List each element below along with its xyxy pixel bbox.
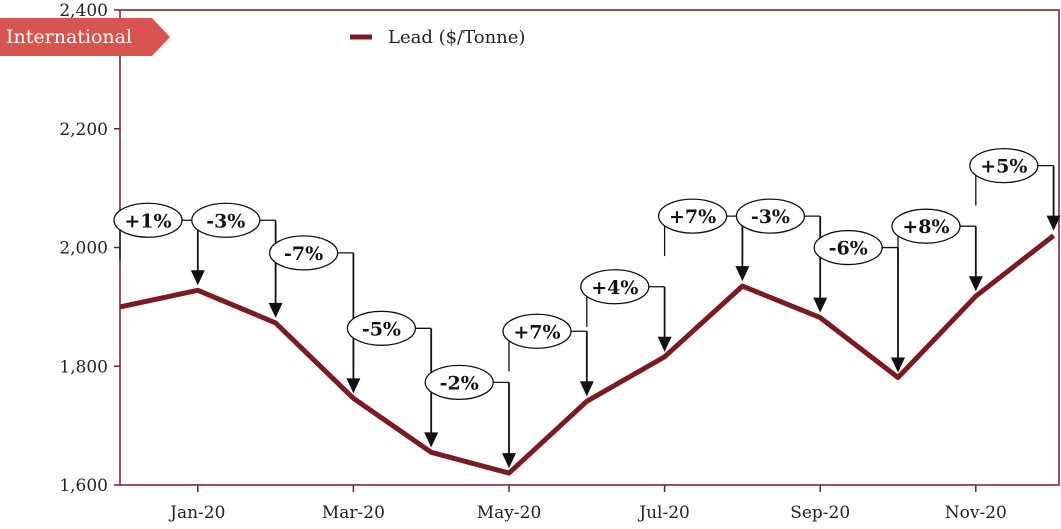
legend-label: Lead ($/Tonne) <box>388 27 525 48</box>
change-oval <box>580 269 650 305</box>
change-annotation: +7% <box>502 313 594 397</box>
change-annotation: -5% <box>346 310 439 448</box>
change-annotation: +1% <box>113 202 205 286</box>
change-label: -3% <box>751 206 790 228</box>
change-label: +7% <box>669 206 716 228</box>
change-oval <box>735 198 806 234</box>
arrow-head <box>190 270 205 286</box>
change-label: +7% <box>513 321 560 343</box>
change-annotation: -6% <box>813 229 905 373</box>
change-annotation: +8% <box>891 208 983 292</box>
x-tick-label: Mar-20 <box>322 503 385 523</box>
change-oval <box>191 202 261 238</box>
series-line-lead <box>119 233 1056 476</box>
change-annotation: -2% <box>424 364 516 469</box>
change-annotations: +1% -3% -7% -5% -2% +7% +4% +7% -3% -6% +8% +5% <box>113 147 1061 469</box>
change-annotation: -3% <box>735 198 828 313</box>
x-tick-label: Jul-20 <box>637 503 690 523</box>
change-label: -2% <box>440 372 479 394</box>
arrow-head <box>813 297 828 313</box>
x-tick-label: Sep-20 <box>790 503 850 523</box>
change-oval <box>268 235 339 271</box>
x-axis: Jan-20 Mar-20 May-20 Jul-20 Sep-20 Nov-20 <box>168 485 1007 523</box>
arrow-head <box>424 432 439 448</box>
y-tick-label: 1,800 <box>59 357 108 377</box>
plot-border <box>119 9 1060 486</box>
arrow-head <box>1046 215 1061 231</box>
change-label: +8% <box>902 216 949 238</box>
change-oval <box>424 364 494 400</box>
change-label: -6% <box>829 238 868 260</box>
change-annotation: +5% <box>969 147 1061 231</box>
x-tick-label: Nov-20 <box>945 503 1007 523</box>
change-annotation: +7% <box>657 198 750 282</box>
y-tick-label: 2,000 <box>59 239 108 259</box>
change-label: -7% <box>284 243 323 265</box>
y-tick-label: 2,400 <box>59 1 108 21</box>
change-label: -3% <box>206 210 245 232</box>
change-label: +4% <box>591 277 638 299</box>
arrow-head <box>346 378 361 394</box>
y-axis: 1,600 1,800 2,000 2,200 2,400 <box>59 1 120 496</box>
arrow-head <box>968 276 983 292</box>
x-tick-label: Jan-20 <box>168 503 225 523</box>
legend: Lead ($/Tonne) <box>350 27 525 48</box>
arrow-head <box>891 357 905 373</box>
x-tick-label: May-20 <box>477 503 542 523</box>
change-annotation: +4% <box>580 269 672 352</box>
change-label: +5% <box>980 156 1027 178</box>
arrow-head <box>657 336 672 352</box>
y-tick-label: 1,600 <box>59 476 108 496</box>
international-badge: International <box>0 18 170 56</box>
arrow-head <box>502 453 516 469</box>
arrow-head <box>268 302 283 318</box>
change-oval <box>113 202 183 238</box>
change-label: -5% <box>362 318 401 340</box>
change-oval <box>813 229 883 266</box>
change-oval <box>502 313 572 349</box>
change-oval <box>346 310 417 346</box>
change-oval <box>657 198 728 234</box>
change-annotation: -7% <box>268 235 361 394</box>
change-oval <box>891 208 961 244</box>
arrow-head <box>579 381 594 397</box>
arrow-head <box>735 266 750 282</box>
y-tick-label: 2,200 <box>59 120 108 140</box>
change-label: +1% <box>124 210 171 232</box>
change-oval <box>969 147 1039 184</box>
change-annotation: -3% <box>191 202 283 318</box>
